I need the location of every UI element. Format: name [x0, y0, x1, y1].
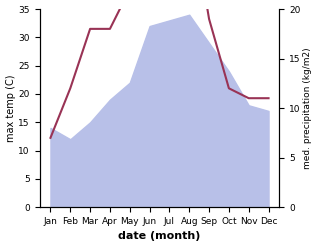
Y-axis label: max temp (C): max temp (C) [5, 74, 16, 142]
X-axis label: date (month): date (month) [118, 231, 201, 242]
Y-axis label: med. precipitation (kg/m2): med. precipitation (kg/m2) [303, 47, 313, 169]
